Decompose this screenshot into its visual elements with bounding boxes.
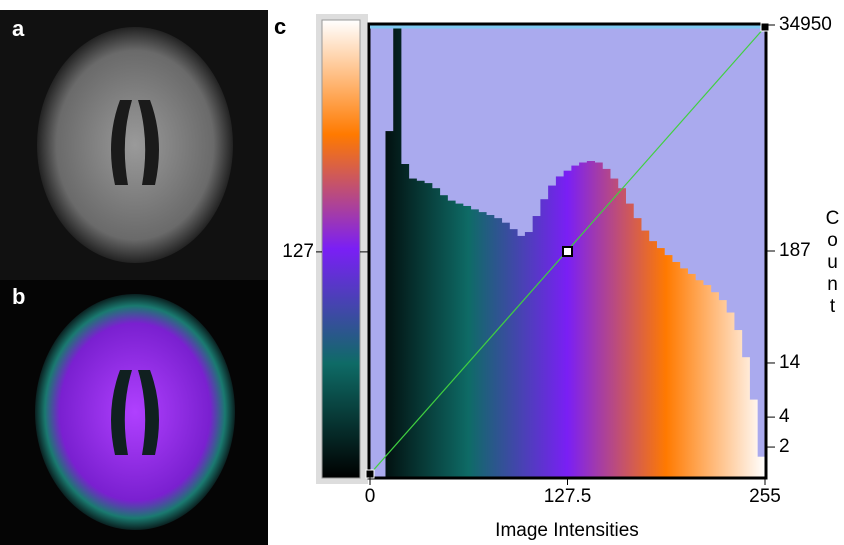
- histogram-bar: [494, 218, 502, 477]
- panel-label: b: [12, 284, 25, 309]
- histogram-bar: [664, 255, 672, 477]
- histogram-bar: [726, 313, 734, 477]
- panel-label: c: [274, 14, 286, 39]
- histogram-bar: [711, 292, 719, 477]
- y-tick-label: 14: [779, 352, 801, 373]
- colorbar-tick-label: 127: [282, 241, 314, 262]
- histogram-bar: [540, 199, 548, 477]
- histogram-bar: [385, 131, 393, 477]
- histogram-bar: [649, 241, 657, 477]
- y-tick-label: 2: [779, 436, 790, 457]
- brain-a: [37, 27, 233, 263]
- histogram-bar: [633, 218, 641, 477]
- histogram-bar: [688, 274, 696, 477]
- histogram-bar: [719, 300, 727, 477]
- control-point: [366, 470, 374, 478]
- histogram-bar: [471, 209, 479, 477]
- histogram-bar: [409, 179, 417, 477]
- histogram-bar: [657, 248, 665, 477]
- histogram-bar: [626, 204, 634, 477]
- histogram-bar: [602, 169, 610, 477]
- histogram-bar: [680, 268, 688, 477]
- histogram-bar: [695, 280, 703, 477]
- histogram-bar: [587, 161, 595, 477]
- y-tick-label: 34950: [779, 14, 832, 35]
- histogram-bar: [478, 212, 486, 477]
- panel-label: a: [12, 16, 25, 41]
- histogram-bar: [486, 215, 494, 477]
- histogram-bar: [517, 236, 525, 477]
- x-tick-label: 255: [749, 486, 781, 507]
- histogram-bar: [509, 229, 517, 477]
- y-tick-label: 4: [779, 406, 790, 427]
- histogram-bar: [750, 400, 758, 477]
- histogram-bar: [447, 201, 455, 477]
- histogram-bar: [703, 285, 711, 477]
- histogram-bar: [672, 262, 680, 477]
- histogram-bar: [463, 206, 471, 477]
- histogram-bar: [734, 330, 742, 477]
- histogram-bar: [571, 166, 579, 477]
- histogram-bar: [525, 232, 533, 477]
- histogram-bar: [440, 195, 448, 477]
- control-point: [761, 23, 769, 31]
- histogram-bar: [533, 216, 541, 477]
- histogram-bar: [548, 186, 556, 477]
- histogram-bar: [742, 357, 750, 477]
- y-tick-label: 187: [779, 240, 811, 261]
- histogram-bar: [502, 223, 510, 477]
- x-tick-label: 0: [365, 486, 376, 507]
- histogram-bar: [416, 181, 424, 477]
- histogram-bar: [618, 188, 626, 477]
- control-point: [563, 247, 572, 256]
- histogram-bar: [401, 164, 409, 477]
- histogram-bar: [564, 171, 572, 477]
- histogram-bar: [757, 457, 765, 477]
- histogram-bar: [579, 162, 587, 477]
- histogram-bar: [595, 162, 603, 477]
- histogram-bar: [424, 183, 432, 477]
- histogram-bar: [556, 176, 564, 477]
- y-axis-label: Count: [822, 208, 843, 318]
- histogram-bar: [455, 204, 463, 477]
- x-tick-label: 127.5: [544, 486, 592, 507]
- figure: a b c Image Intensities Count 0 127.5 255 2…: [0, 0, 844, 545]
- brain-b: [35, 294, 235, 530]
- x-axis-label: Image Intensities: [495, 520, 639, 541]
- histogram-bar: [610, 179, 618, 477]
- histogram-bar: [432, 188, 440, 477]
- histogram-bar: [641, 231, 649, 477]
- colorbar: [322, 20, 360, 478]
- histogram-bar: [393, 25, 401, 477]
